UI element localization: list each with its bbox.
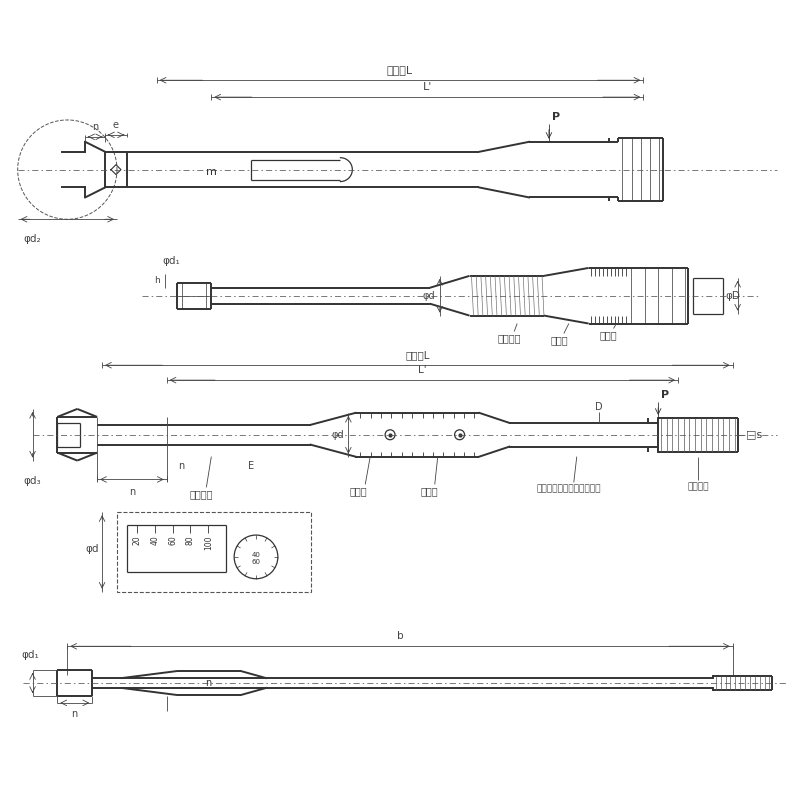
Text: n: n (129, 487, 135, 498)
Text: 有効長線: 有効長線 (687, 482, 709, 491)
Text: e: e (113, 120, 119, 130)
Text: 副目盛: 副目盛 (600, 330, 618, 341)
Text: m: m (206, 166, 217, 177)
Bar (117, 512, 310, 592)
Text: 主目盛: 主目盛 (550, 335, 568, 346)
Text: チュープ: チュープ (190, 490, 213, 499)
Text: P: P (552, 112, 560, 122)
Text: n: n (71, 709, 78, 719)
Text: D: D (594, 402, 602, 412)
Text: E: E (248, 461, 254, 470)
Text: 主目盛: 主目盛 (350, 486, 367, 496)
Text: φd₂: φd₂ (24, 234, 42, 244)
Text: φd₁: φd₁ (162, 256, 181, 266)
Text: 20: 20 (132, 535, 142, 545)
Text: 80: 80 (186, 535, 195, 545)
Text: 有効長L: 有効長L (387, 66, 413, 75)
Text: φD: φD (726, 290, 741, 301)
Text: 40: 40 (150, 535, 159, 545)
Text: n: n (178, 461, 185, 470)
Text: 40
60: 40 60 (251, 552, 261, 566)
Text: L': L' (418, 365, 426, 375)
Text: n: n (92, 122, 98, 132)
Text: φd: φd (86, 544, 99, 554)
Text: 副目盛: 副目盛 (421, 486, 438, 496)
Text: 有効長線: 有効長線 (498, 334, 521, 343)
Text: L': L' (422, 82, 432, 92)
Text: n: n (206, 678, 211, 688)
Text: φd₁: φd₁ (22, 650, 39, 660)
Text: b: b (397, 631, 403, 642)
Text: 60: 60 (168, 535, 177, 545)
Text: 100: 100 (204, 535, 213, 550)
Text: φd₃: φd₃ (24, 477, 42, 486)
Text: φd: φd (332, 430, 344, 440)
Text: 有効長L: 有効長L (405, 350, 430, 360)
Text: P: P (661, 390, 670, 400)
Text: φd: φd (422, 290, 434, 301)
Text: □s: □s (746, 430, 762, 440)
Text: h: h (154, 276, 160, 286)
Text: エクステンションハンドル: エクステンションハンドル (537, 485, 601, 494)
